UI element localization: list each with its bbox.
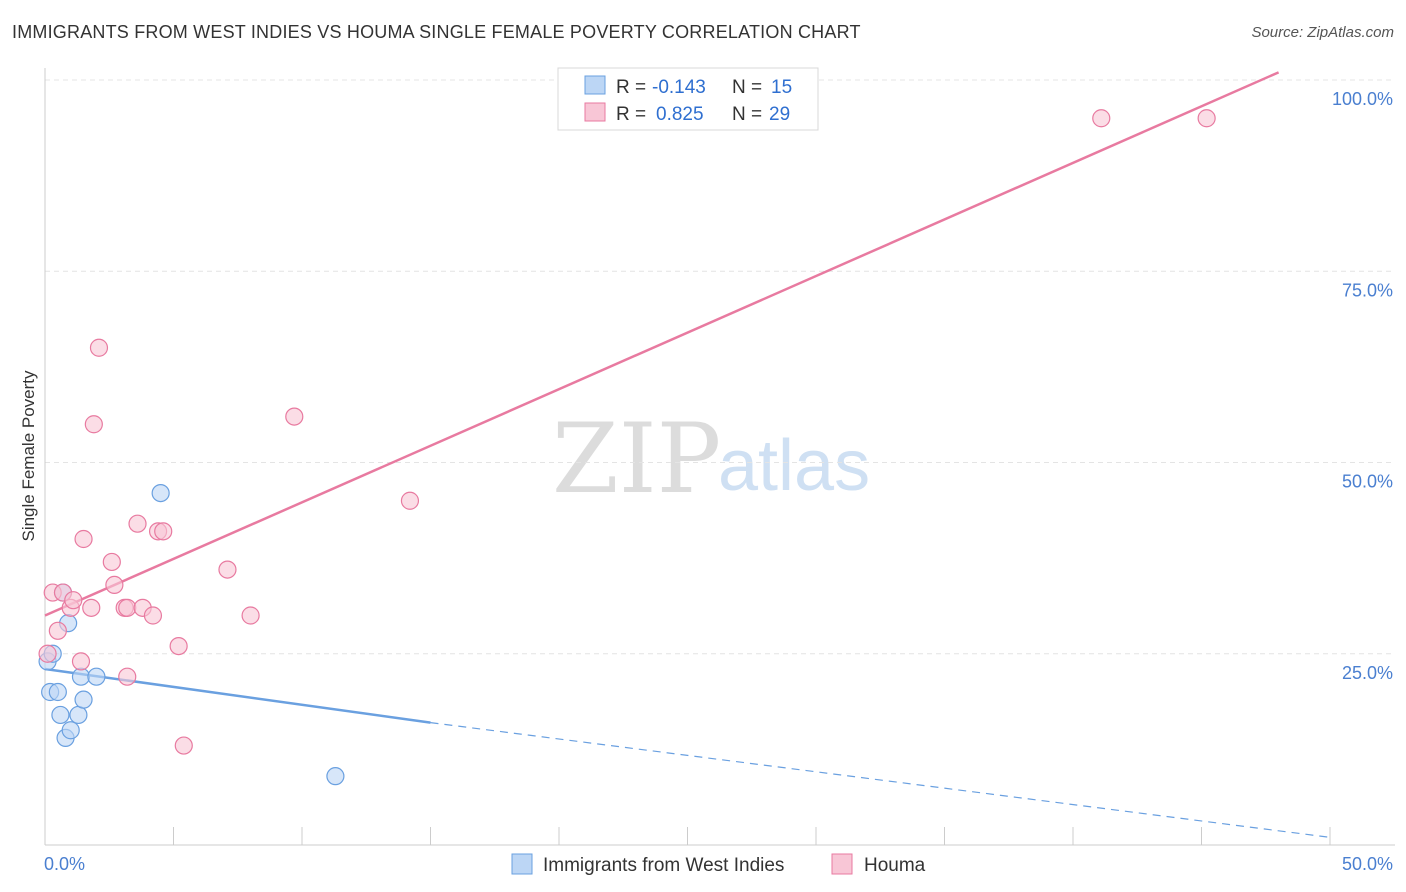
axes <box>44 68 1395 846</box>
gridlines <box>45 79 1395 655</box>
point-series-1-10 <box>89 338 109 357</box>
point-series-1-0 <box>38 644 57 663</box>
source-label: Source: ZipAtlas.com <box>1251 24 1394 41</box>
point-series-0-14 <box>326 767 345 786</box>
point-series-1-18 <box>143 606 163 625</box>
stats-n-value-0: 15 <box>771 77 792 98</box>
point-series-1-2 <box>48 621 67 640</box>
chart-title: IMMIGRANTS FROM WEST INDIES VS HOUMA SIN… <box>12 22 861 42</box>
series-legend: Immigrants from West Indies Houma <box>511 853 926 876</box>
stats-swatch-houma <box>584 102 606 122</box>
stats-n-label-1: N = <box>732 104 762 125</box>
point-series-1-12 <box>105 575 124 595</box>
trend-line-extension-series-0 <box>430 722 1331 838</box>
y-tick-label-100: 100.0% <box>1332 89 1393 109</box>
tick-labels: 25.0% 50.0% 75.0% 100.0% 0.0% 50.0% <box>44 89 1393 874</box>
point-series-0-12 <box>87 667 106 686</box>
point-series-1-22 <box>174 736 193 755</box>
point-series-1-21 <box>169 636 188 656</box>
y-axis-title: Single Female Poverty <box>19 370 38 542</box>
point-series-1-11 <box>102 552 121 572</box>
point-series-1-25 <box>285 407 304 426</box>
point-series-1-26 <box>400 491 420 510</box>
legend-label-west-indies: Immigrants from West Indies <box>543 855 784 876</box>
point-series-1-23 <box>218 560 237 579</box>
trend-lines <box>44 71 1331 838</box>
point-series-0-13 <box>151 484 170 503</box>
point-series-1-14 <box>118 598 137 617</box>
stats-r-value-1: 0.825 <box>656 104 704 125</box>
y-tick-label-25: 25.0% <box>1342 663 1393 683</box>
point-series-1-8 <box>82 598 101 617</box>
stats-r-value-0: -0.143 <box>652 77 706 98</box>
point-series-1-7 <box>74 529 93 549</box>
point-series-1-6 <box>71 652 91 671</box>
watermark-zip: ZIP <box>552 403 721 515</box>
point-series-0-4 <box>51 705 70 725</box>
trend-line-series-0 <box>44 667 431 724</box>
point-series-1-5 <box>64 591 83 610</box>
point-series-1-24 <box>241 606 260 625</box>
point-series-1-20 <box>154 522 173 541</box>
point-series-0-10 <box>71 667 91 686</box>
stats-r-label-0: R = <box>616 77 646 98</box>
x-tick-label-max: 50.0% <box>1342 854 1393 874</box>
legend-swatch-west-indies <box>511 853 533 875</box>
stats-legend: R = -0.143 N = 15 R = 0.825 N = 29 <box>557 67 819 131</box>
point-series-1-28 <box>1197 109 1216 128</box>
point-series-1-15 <box>118 667 137 686</box>
point-series-0-8 <box>61 721 80 740</box>
legend-label-houma: Houma <box>864 855 926 876</box>
point-series-0-9 <box>69 705 88 725</box>
point-series-0-3 <box>48 682 67 702</box>
trend-line-series-1 <box>44 71 1280 617</box>
legend-swatch-houma <box>831 853 853 875</box>
y-tick-label-50: 50.0% <box>1342 472 1393 492</box>
stats-r-label-1: R = <box>616 104 646 125</box>
stats-n-label-0: N = <box>732 77 762 98</box>
point-series-1-27 <box>1092 109 1111 128</box>
stats-n-value-1: 29 <box>769 104 790 125</box>
y-tick-label-75: 75.0% <box>1342 280 1393 300</box>
watermark-atlas: atlas <box>718 426 870 506</box>
x-tick-label-min: 0.0% <box>44 854 85 874</box>
point-series-1-16 <box>128 514 147 533</box>
point-series-0-11 <box>74 690 93 709</box>
data-points <box>38 109 1216 786</box>
point-series-1-9 <box>84 415 103 434</box>
stats-swatch-west-indies <box>584 75 606 95</box>
